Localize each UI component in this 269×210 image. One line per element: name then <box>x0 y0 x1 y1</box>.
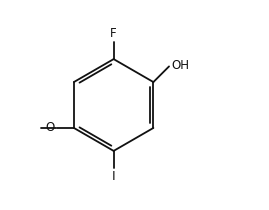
Text: I: I <box>112 170 115 183</box>
Text: F: F <box>110 27 117 40</box>
Text: OH: OH <box>172 59 190 72</box>
Text: O: O <box>46 121 55 134</box>
